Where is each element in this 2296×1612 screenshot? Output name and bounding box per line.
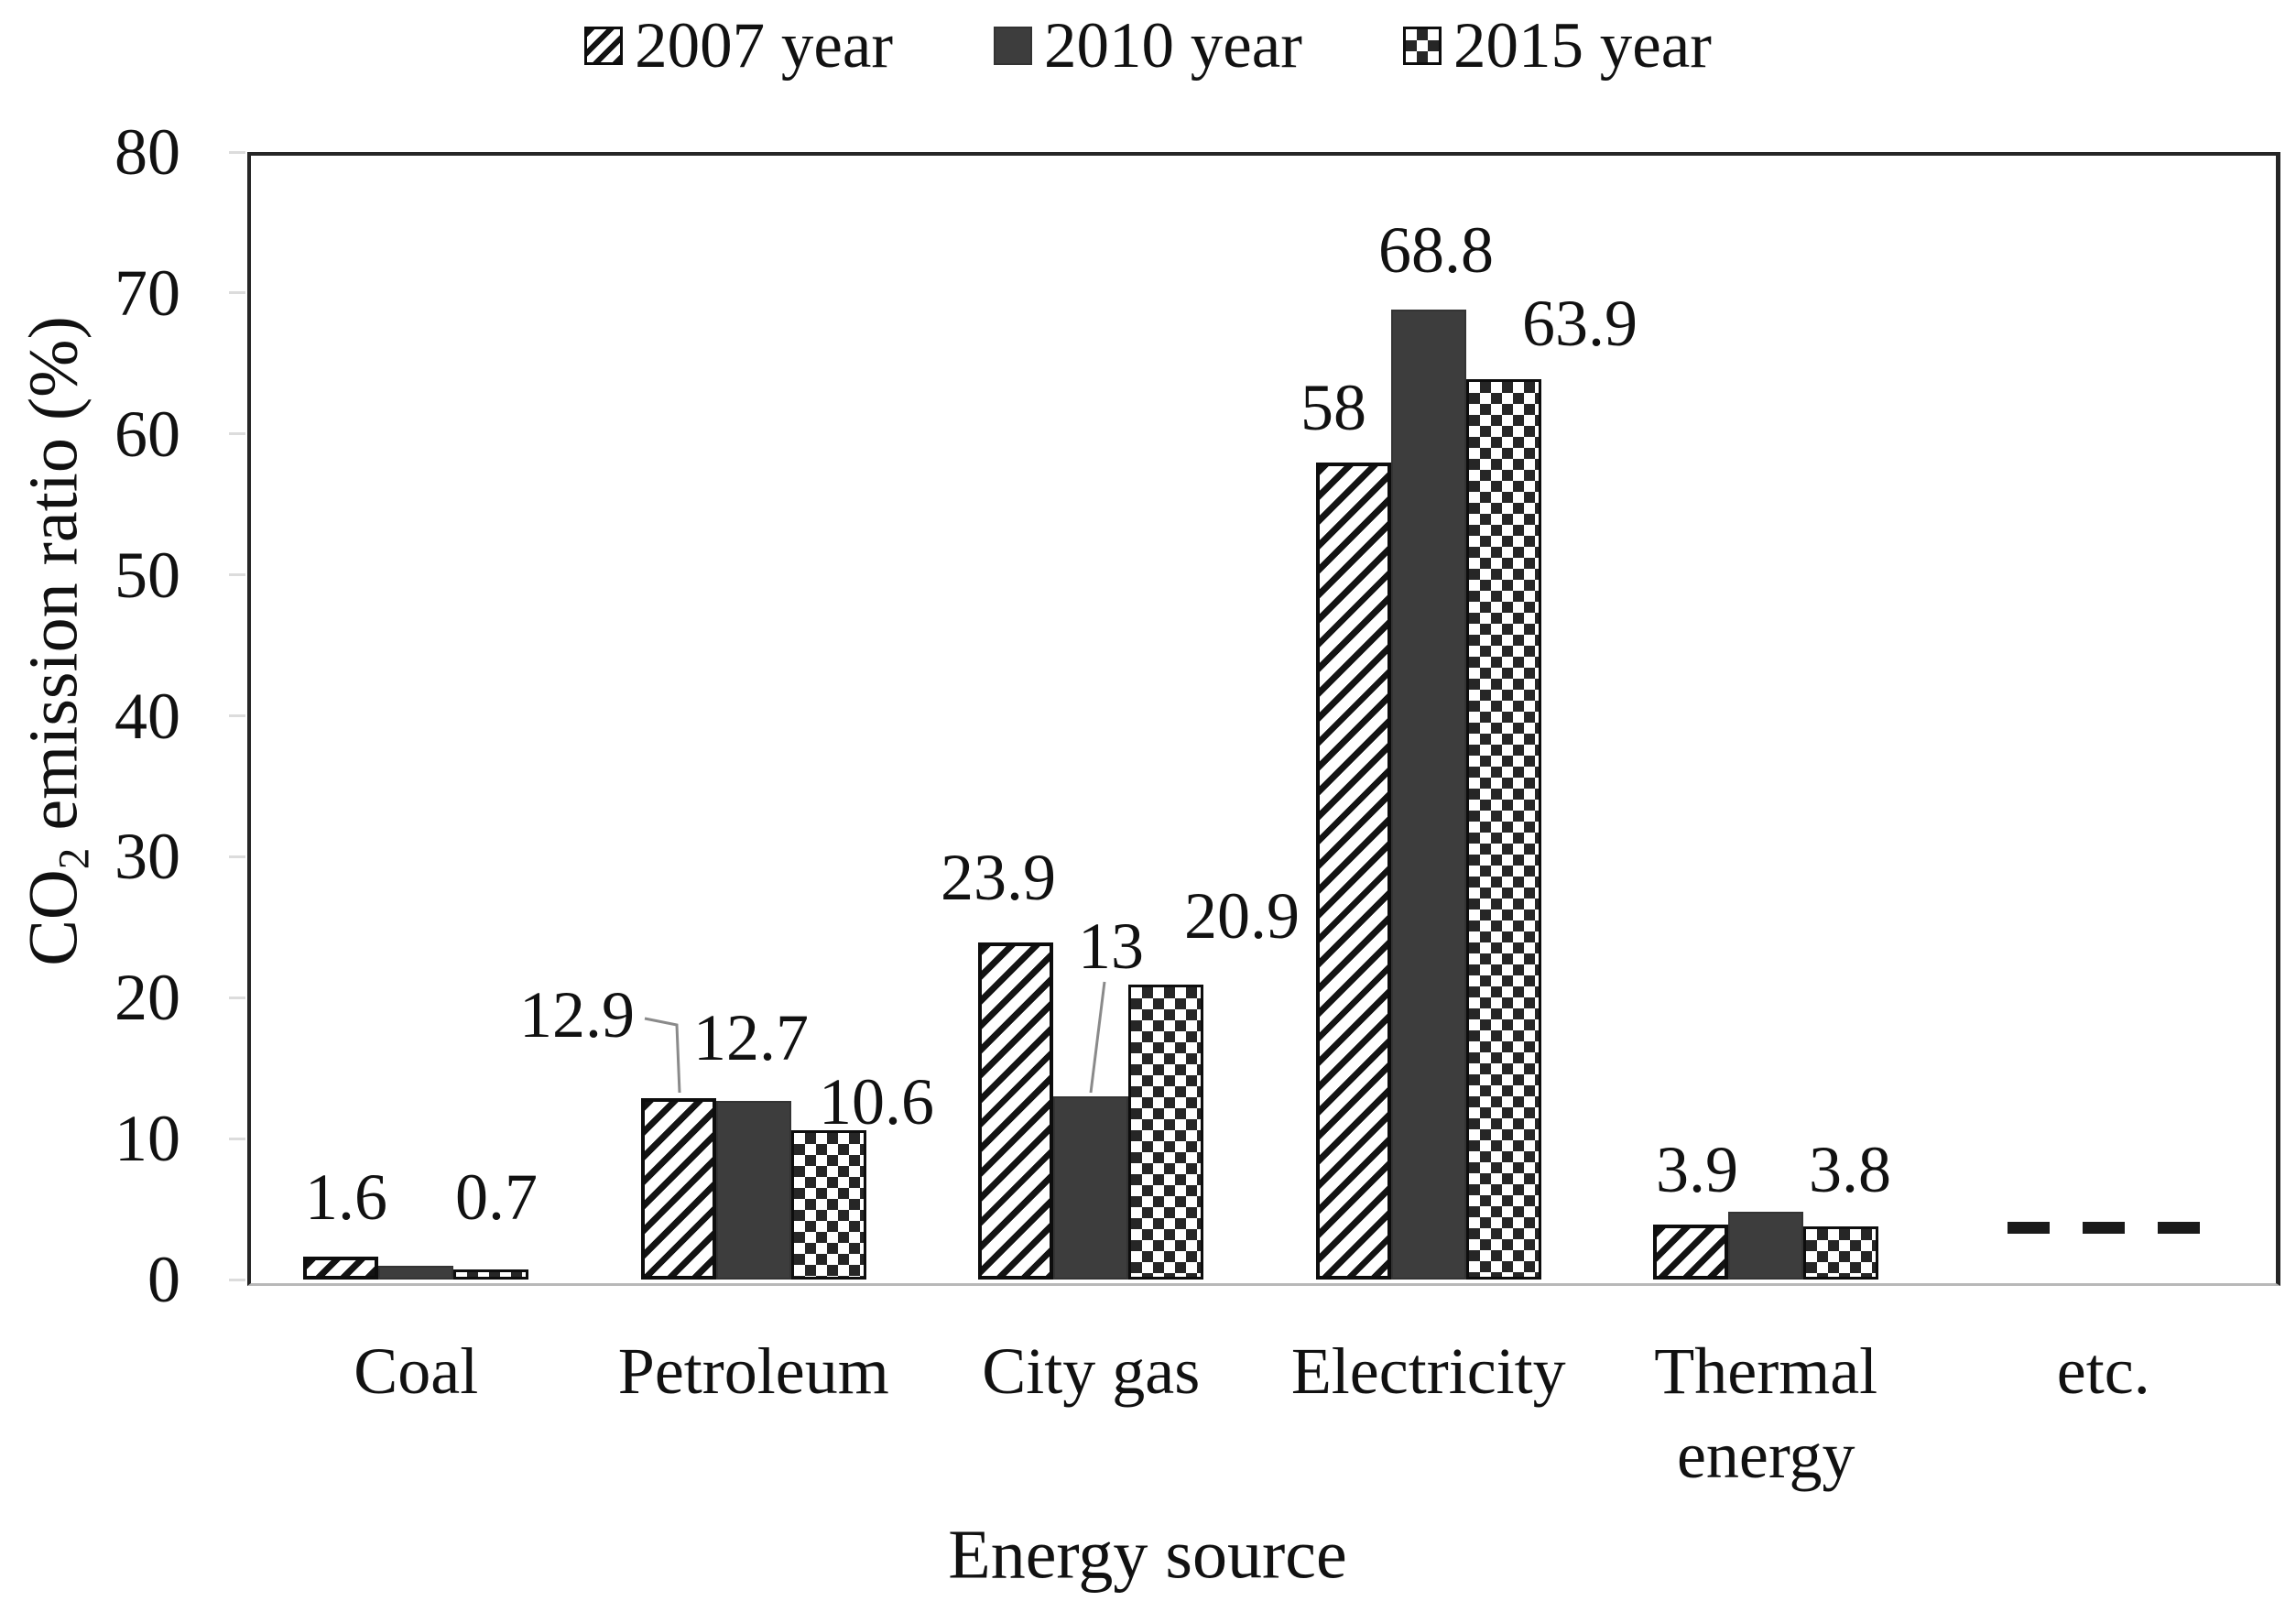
bar-solid (1728, 1212, 1804, 1280)
y-tick-mark (229, 432, 245, 436)
bar-checker (790, 1129, 866, 1280)
bar-checker (453, 1269, 529, 1280)
bar-solid (1053, 1095, 1129, 1280)
data-label: 12.7 (693, 1001, 809, 1074)
bar-solid (1390, 310, 1466, 1280)
y-tick-mark (229, 150, 245, 154)
legend: 2007 year 2010 year 2015 year (0, 4, 2296, 88)
y-tick-mark (229, 855, 245, 858)
plot-area (247, 152, 2280, 1286)
y-tick-mark (229, 291, 245, 295)
category-label: Petroleum (617, 1334, 889, 1408)
legend-swatch-solid (994, 27, 1033, 65)
legend-swatch-striped (584, 27, 624, 65)
y-tick-label: 20 (114, 961, 180, 1035)
data-label: 68.8 (1378, 213, 1494, 287)
y-tick-mark (229, 1278, 245, 1281)
legend-item-3: 2015 year (1402, 9, 1712, 82)
y-tick-label: 60 (114, 397, 180, 471)
no-data-dash (2007, 1222, 2050, 1234)
data-label: 1.6 (305, 1160, 387, 1234)
bar-checker (1803, 1225, 1879, 1280)
y-tick-label: 40 (114, 679, 180, 753)
legend-swatch-checker (1402, 27, 1442, 65)
data-label: 58 (1300, 371, 1366, 444)
x-axis-title: Energy source (948, 1516, 1347, 1594)
data-label: 12.9 (519, 978, 635, 1051)
category-label: Coal (354, 1334, 479, 1408)
y-tick-label: 30 (114, 820, 180, 894)
y-tick-label: 70 (114, 256, 180, 330)
category-label: Thermal energy (1654, 1334, 1878, 1492)
bar-solid (715, 1100, 791, 1280)
bar-striped (303, 1257, 379, 1280)
y-tick-mark (229, 996, 245, 999)
data-label: 0.7 (455, 1160, 538, 1234)
y-tick-label: 10 (114, 1102, 180, 1176)
bar-striped (978, 942, 1054, 1280)
data-label: 10.6 (819, 1065, 934, 1138)
y-tick-label: 50 (114, 538, 180, 612)
legend-item-1: 2007 year (584, 9, 893, 82)
data-label: 20.9 (1184, 879, 1300, 953)
data-label: 63.9 (1522, 287, 1638, 360)
category-label: etc. (2056, 1334, 2150, 1408)
data-label: 3.9 (1656, 1133, 1738, 1206)
bar-solid (378, 1265, 454, 1280)
y-tick-mark (229, 714, 245, 717)
y-tick-label: 80 (114, 115, 180, 189)
y-tick-label: 0 (147, 1243, 180, 1316)
y-tick-mark (229, 1137, 245, 1140)
data-label: 3.8 (1809, 1133, 1891, 1206)
legend-label: 2015 year (1453, 10, 1712, 82)
legend-item-2: 2010 year (994, 9, 1302, 82)
bar-checker (1465, 378, 1541, 1280)
category-label: Electricity (1290, 1334, 1566, 1408)
no-data-dash (2082, 1222, 2125, 1234)
bar-checker (1128, 985, 1204, 1280)
category-label: City gas (982, 1334, 1201, 1408)
bar-striped (640, 1097, 716, 1280)
legend-label: 2010 year (1044, 10, 1302, 82)
legend-label: 2007 year (635, 10, 894, 82)
bar-striped (1315, 462, 1391, 1280)
no-data-dash (2157, 1222, 2200, 1234)
y-tick-mark (229, 573, 245, 577)
bar-striped (1653, 1224, 1729, 1280)
data-label: 13 (1078, 909, 1144, 983)
data-label: 23.9 (941, 841, 1056, 914)
